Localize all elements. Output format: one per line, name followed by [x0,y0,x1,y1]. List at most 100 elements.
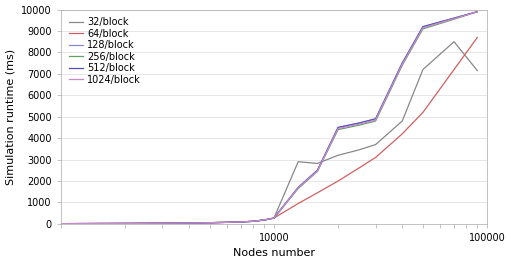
1024/block [224,221,230,224]
128/block [238,220,244,224]
256/block [186,221,192,225]
64/block [224,221,230,224]
128/block [474,10,480,13]
128/block [58,222,64,225]
1024/block [373,118,379,121]
Line: 256/block: 256/block [0,12,477,224]
128/block [261,218,267,221]
32/block [250,220,257,223]
128/block [295,186,301,189]
1024/block [238,220,244,224]
128/block [224,221,230,224]
1024/block [420,26,426,29]
1024/block [186,221,192,225]
32/block [238,220,244,224]
1024/block [271,216,277,220]
64/block [261,218,267,221]
1024/block [206,221,213,224]
32/block [224,221,230,224]
Line: 1024/block: 1024/block [0,12,477,224]
256/block [224,221,230,224]
128/block [373,117,379,120]
256/block [451,18,457,21]
64/block [420,111,426,114]
512/block [250,220,257,223]
64/block [58,222,64,225]
32/block [159,222,166,225]
Line: 512/block: 512/block [0,12,477,224]
128/block [420,25,426,28]
128/block [335,126,341,129]
512/block [356,121,362,125]
32/block [451,40,457,43]
256/block [399,64,405,67]
64/block [314,191,320,194]
32/block [122,222,128,225]
64/block [335,180,341,183]
32/block [186,221,192,225]
512/block [159,222,166,225]
128/block [159,222,166,225]
256/block [373,119,379,122]
32/block [356,148,362,152]
32/block [399,119,405,122]
128/block [250,220,257,223]
32/block [373,143,379,146]
256/block [250,220,257,223]
1024/block [159,222,166,225]
256/block [206,221,213,224]
64/block [122,222,128,225]
128/block [356,121,362,125]
512/block [295,186,301,189]
512/block [271,216,277,220]
512/block [186,221,192,225]
1024/block [295,186,301,190]
512/block [206,221,213,224]
32/block [335,154,341,157]
64/block [356,167,362,170]
256/block [356,124,362,127]
256/block [271,216,277,220]
64/block [474,36,480,39]
64/block [399,132,405,135]
256/block [122,222,128,225]
X-axis label: Nodes number: Nodes number [233,248,315,258]
32/block [261,218,267,221]
512/block [335,126,341,129]
128/block [271,216,277,220]
512/block [474,10,480,13]
512/block [314,169,320,172]
32/block [420,68,426,71]
1024/block [451,17,457,20]
32/block [295,160,301,163]
256/block [295,187,301,190]
256/block [420,27,426,30]
256/block [58,222,64,225]
128/block [451,17,457,20]
64/block [238,220,244,224]
512/block [238,220,244,224]
128/block [122,222,128,225]
64/block [250,220,257,223]
1024/block [399,63,405,66]
64/block [206,221,213,224]
512/block [373,117,379,120]
128/block [399,62,405,65]
Line: 32/block: 32/block [0,42,477,224]
32/block [58,222,64,225]
256/block [159,222,166,225]
32/block [206,221,213,224]
32/block [474,69,480,72]
64/block [295,202,301,205]
512/block [122,222,128,225]
1024/block [356,122,362,126]
1024/block [314,169,320,172]
1024/block [58,222,64,225]
1024/block [250,220,257,223]
64/block [186,221,192,225]
Y-axis label: Simulation runtime (ms): Simulation runtime (ms) [6,49,15,185]
512/block [58,222,64,225]
512/block [451,17,457,20]
128/block [206,221,213,224]
Line: 64/block: 64/block [0,37,477,224]
